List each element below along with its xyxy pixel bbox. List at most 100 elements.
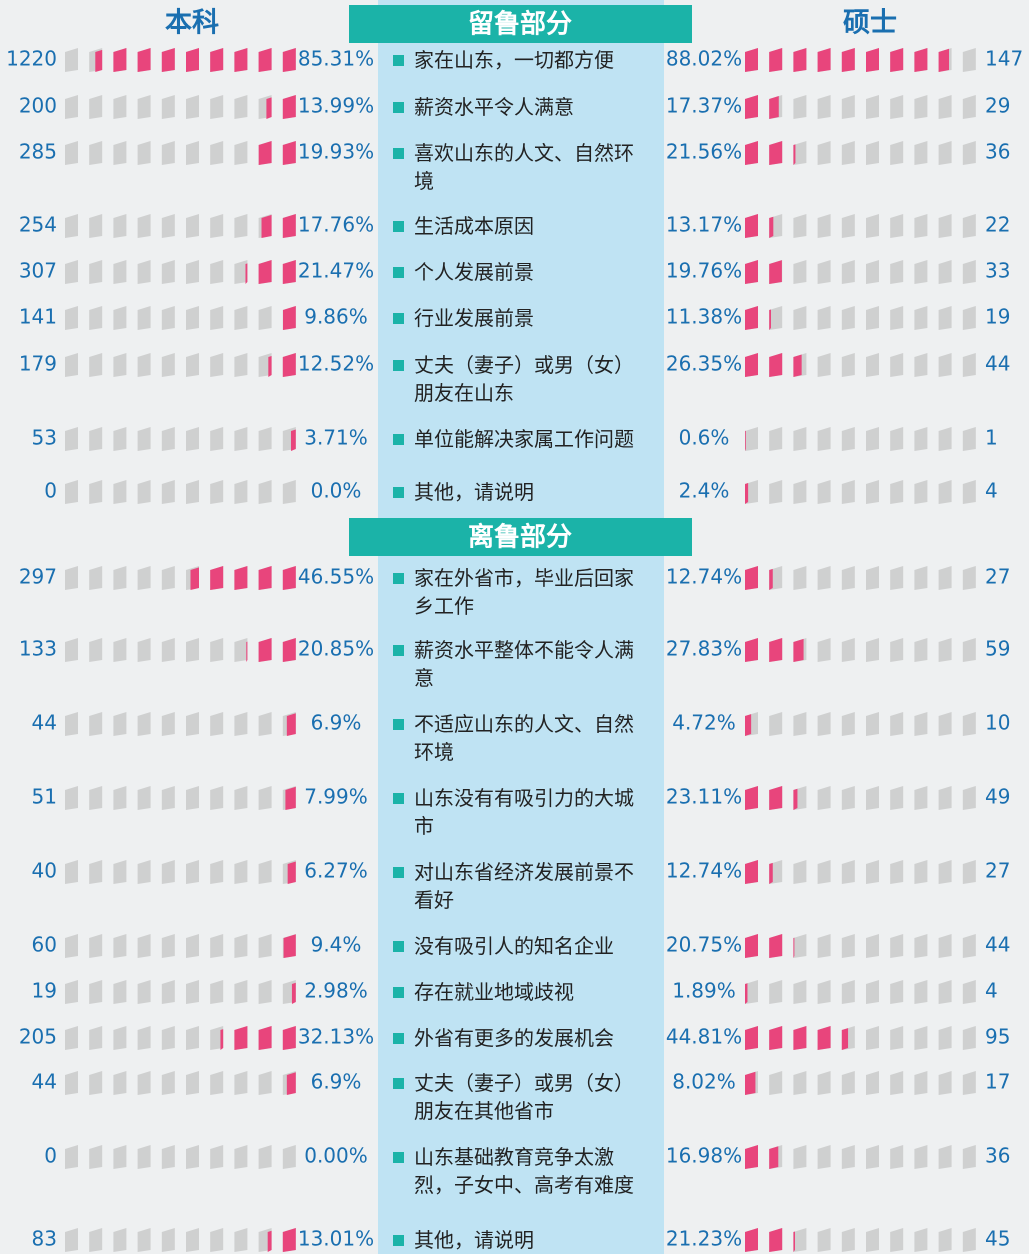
icon-empty — [258, 427, 272, 451]
right-header: 硕士 — [843, 8, 897, 39]
icon-empty — [745, 480, 758, 504]
undergrad-percent: 9.86% — [304, 305, 368, 329]
icon-filled — [258, 260, 272, 284]
icon-empty — [210, 860, 224, 884]
bullet — [393, 434, 404, 445]
undergrad-percent: 13.01% — [298, 1227, 374, 1251]
undergrad-count: 19 — [32, 979, 57, 1003]
undergrad-percent: 17.76% — [298, 213, 374, 237]
icon-empty — [89, 712, 103, 736]
icon-filled — [113, 48, 127, 72]
master-percent: 11.38% — [666, 305, 742, 329]
icon-filled — [745, 566, 758, 590]
icon-empty — [161, 1228, 175, 1252]
icon-empty — [161, 1071, 175, 1095]
icon-filled — [793, 1231, 795, 1252]
master-percent: 8.02% — [672, 1070, 736, 1094]
reason-label: 薪资水平令人满意 — [414, 95, 574, 119]
icon-empty — [186, 712, 199, 736]
icon-empty — [210, 480, 224, 504]
icon-empty — [89, 427, 103, 451]
icon-empty — [234, 141, 248, 165]
icon-empty — [745, 980, 758, 1004]
icon-filled — [287, 861, 296, 884]
icon-empty — [210, 786, 224, 810]
icon-empty — [210, 1228, 224, 1252]
master-count: 147 — [985, 47, 1023, 71]
icon-empty — [962, 566, 976, 590]
icon-empty — [890, 141, 904, 165]
icon-empty — [89, 1071, 103, 1095]
icon-filled — [745, 260, 758, 284]
icon-empty — [962, 141, 976, 165]
icon-empty — [866, 638, 879, 662]
master-count: 95 — [985, 1025, 1010, 1049]
icon-empty — [89, 1026, 103, 1050]
bullet — [393, 102, 404, 113]
icon-empty — [161, 786, 175, 810]
undergrad-count: 285 — [19, 140, 57, 164]
icon-empty — [841, 1228, 855, 1252]
icon-empty — [258, 306, 272, 330]
icon-empty — [161, 934, 175, 958]
icon-empty — [841, 141, 855, 165]
icon-empty — [793, 260, 807, 284]
icon-empty — [161, 480, 175, 504]
icon-empty — [890, 1071, 904, 1095]
icon-empty — [137, 1145, 151, 1169]
icon-filled — [745, 1228, 758, 1252]
master-count: 59 — [985, 637, 1010, 661]
icon-empty — [890, 786, 904, 810]
bullet — [393, 719, 404, 730]
icon-empty — [793, 934, 807, 958]
undergrad-percent: 21.47% — [298, 259, 374, 283]
reason-label: 行业发展前景 — [414, 306, 534, 330]
icon-empty — [841, 566, 855, 590]
master-count: 17 — [985, 1070, 1010, 1094]
icon-empty — [962, 1145, 976, 1169]
icon-empty — [137, 95, 151, 119]
icon-empty — [137, 353, 151, 377]
icon-empty — [258, 1145, 272, 1169]
icon-empty — [65, 1145, 78, 1169]
icon-filled — [282, 95, 296, 119]
reason-label: 单位能解决家属工作问题 — [414, 427, 634, 451]
master-percent: 2.4% — [679, 479, 730, 503]
icon-empty — [210, 1071, 224, 1095]
section-header — [349, 5, 692, 43]
undergrad-percent: 9.4% — [311, 933, 362, 957]
icon-filled — [745, 714, 752, 736]
undergrad-percent: 7.99% — [304, 785, 368, 809]
icon-empty — [89, 934, 103, 958]
icon-filled — [769, 141, 783, 165]
icon-empty — [962, 786, 976, 810]
icon-empty — [65, 860, 78, 884]
master-count: 1 — [985, 426, 998, 450]
icon-empty — [137, 306, 151, 330]
icon-empty — [938, 1071, 952, 1095]
master-percent: 4.72% — [672, 711, 736, 735]
icon-empty — [962, 353, 976, 377]
undergrad-count: 53 — [32, 426, 57, 450]
icon-empty — [793, 214, 807, 238]
icon-filled — [282, 214, 296, 238]
bullet — [393, 1033, 404, 1044]
icon-empty — [793, 141, 807, 165]
icon-filled — [258, 638, 272, 662]
icon-empty — [113, 1145, 127, 1169]
icon-empty — [113, 141, 127, 165]
icon-empty — [113, 980, 127, 1004]
undergrad-count: 60 — [32, 933, 57, 957]
icon-empty — [890, 566, 904, 590]
icon-filled — [769, 260, 782, 284]
icon-empty — [65, 214, 78, 238]
master-count: 45 — [985, 1227, 1010, 1251]
icon-empty — [866, 786, 879, 810]
icon-empty — [65, 712, 78, 736]
icon-empty — [210, 306, 224, 330]
icon-empty — [890, 1228, 904, 1252]
icon-empty — [210, 427, 224, 451]
icon-filled — [769, 48, 783, 72]
icon-empty — [890, 1026, 904, 1050]
master-count: 44 — [985, 933, 1010, 957]
